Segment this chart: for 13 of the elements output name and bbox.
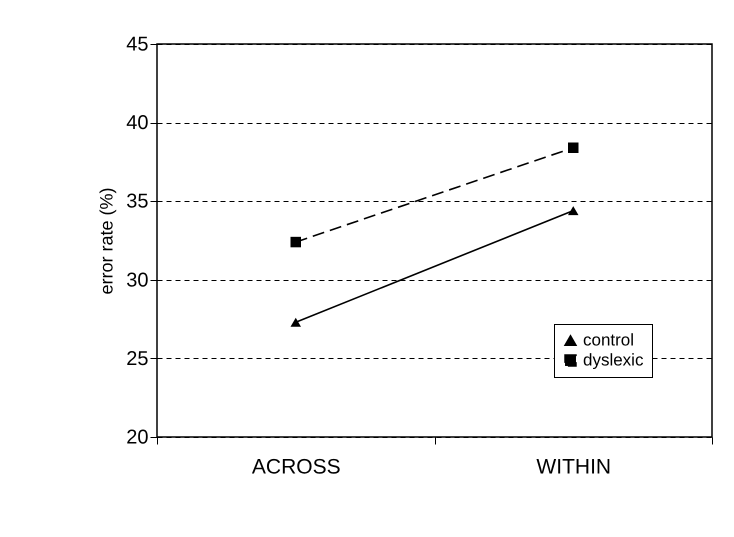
legend-label: control bbox=[583, 330, 634, 350]
y-tick-label: 35 bbox=[126, 190, 148, 213]
y-tick-label: 20 bbox=[126, 426, 148, 448]
y-tick-label: 25 bbox=[126, 348, 148, 370]
x-tick-label: WITHIN bbox=[536, 456, 612, 478]
point bbox=[568, 142, 578, 153]
y-tick-label: 30 bbox=[126, 269, 148, 292]
x-tick-label: ACROSS bbox=[252, 456, 341, 478]
legend-label: dyslexic bbox=[583, 350, 644, 370]
y-tick-label: 45 bbox=[126, 34, 148, 56]
point bbox=[290, 236, 301, 248]
y-tick-label: 40 bbox=[126, 112, 148, 134]
y-axis-title: error rate (%) bbox=[96, 187, 116, 295]
